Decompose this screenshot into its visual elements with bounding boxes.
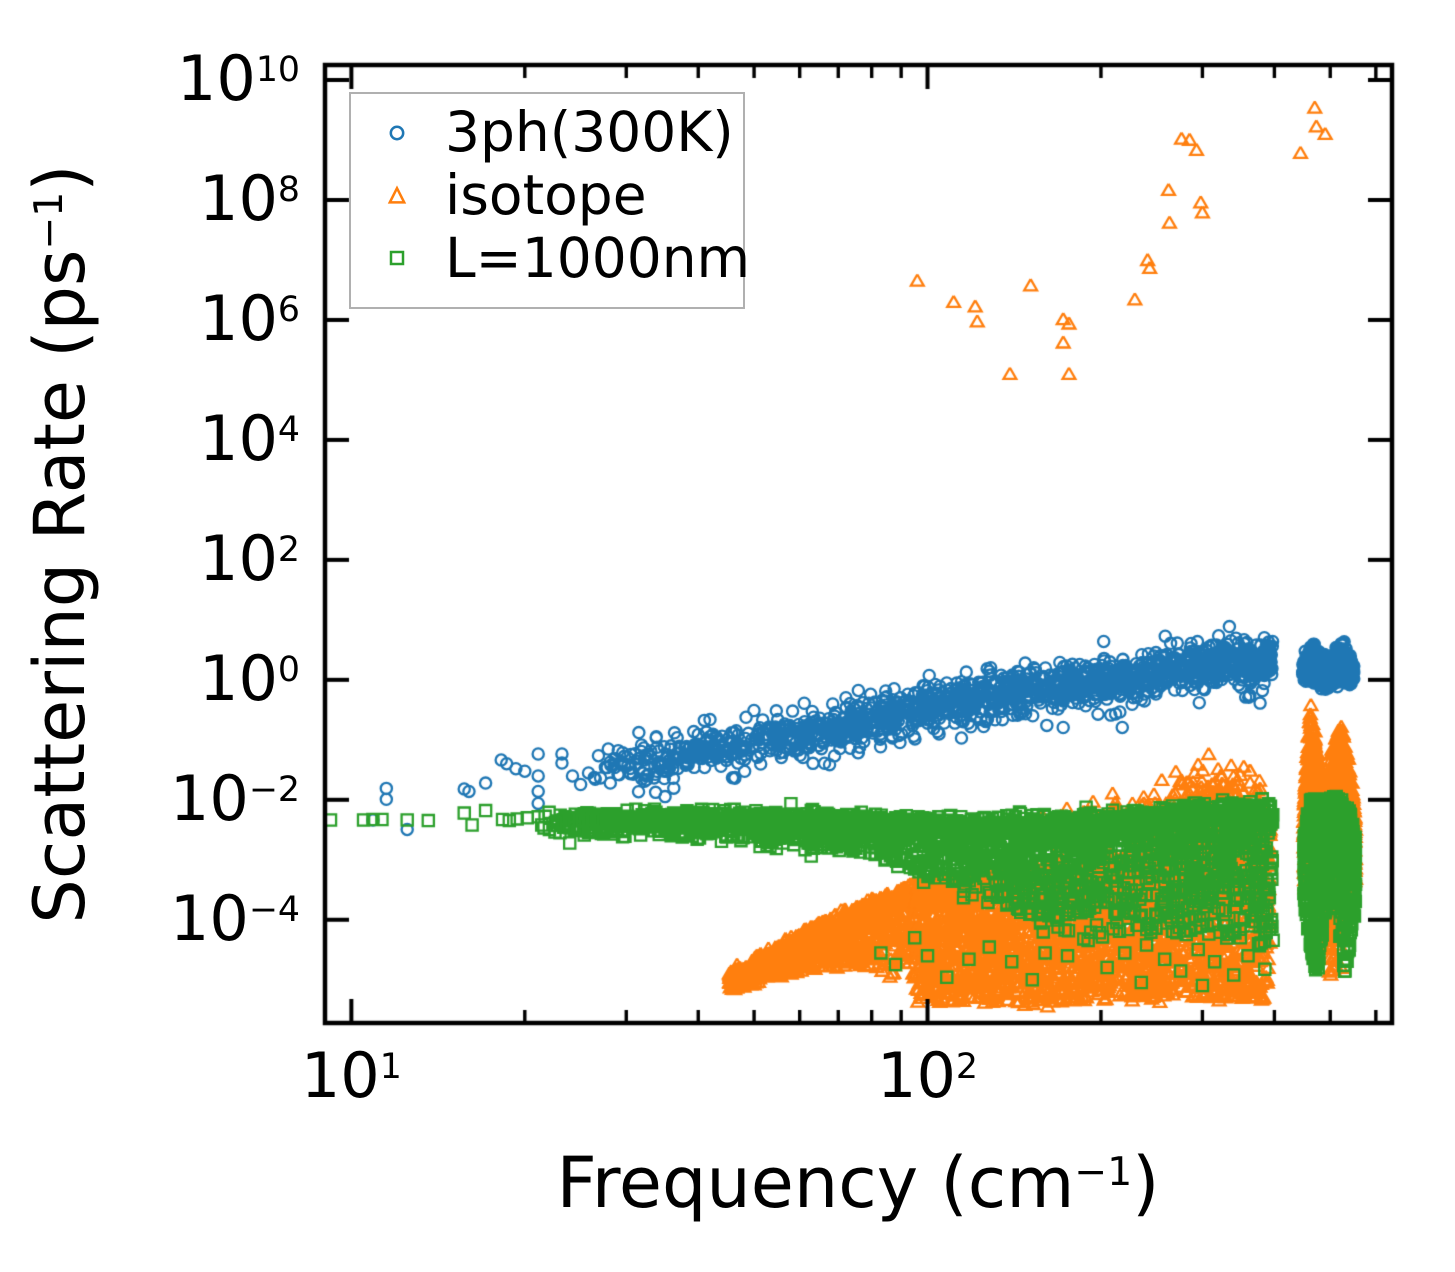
x-axis-label-text: Frequency (cm — [556, 1142, 1075, 1224]
square-marker-icon — [389, 251, 405, 266]
x-tick-label-10e2: 102 — [877, 1039, 979, 1112]
y-tick-label-10e4: 104 — [199, 401, 300, 475]
y-tick-label-10e2: 102 — [199, 521, 300, 595]
x-axis-label-superscript: −1 — [1074, 1150, 1133, 1196]
y-tick-label-10e8: 108 — [199, 161, 300, 235]
x-tick-label-10e1: 101 — [300, 1039, 402, 1112]
legend-label-boundary: L=1000nm — [445, 226, 751, 291]
y-axis-label: Scattering Rate (ps−1) — [19, 164, 101, 923]
y-axis-label-superscript: −1 — [27, 191, 73, 250]
y-tick-label-10e-2: 10−2 — [169, 761, 300, 835]
legend-entry-boundary: L=1000nm — [351, 228, 750, 289]
legend-entry-3ph: 3ph(300K) — [351, 102, 743, 163]
triangle-marker-icon — [387, 184, 407, 204]
y-tick-label-10e10: 1010 — [176, 41, 300, 115]
y-axis-label-close: ) — [19, 164, 101, 192]
x-axis-label-close: ) — [1132, 1142, 1160, 1224]
circle-marker-icon — [389, 125, 405, 141]
y-axis-label-text: Scattering Rate (ps — [19, 249, 101, 924]
x-axis-label: Frequency (cm−1) — [557, 1148, 1160, 1218]
legend: 3ph(300K) isotope L=1000nm — [349, 92, 750, 309]
legend-label-isotope: isotope — [445, 163, 647, 228]
y-tick-label-10e6: 106 — [199, 281, 300, 355]
legend-label-3ph: 3ph(300K) — [445, 100, 734, 165]
y-tick-label-10e0: 100 — [199, 641, 300, 715]
y-tick-label-10e-4: 10−4 — [169, 881, 300, 955]
legend-entry-isotope: isotope — [351, 165, 743, 226]
